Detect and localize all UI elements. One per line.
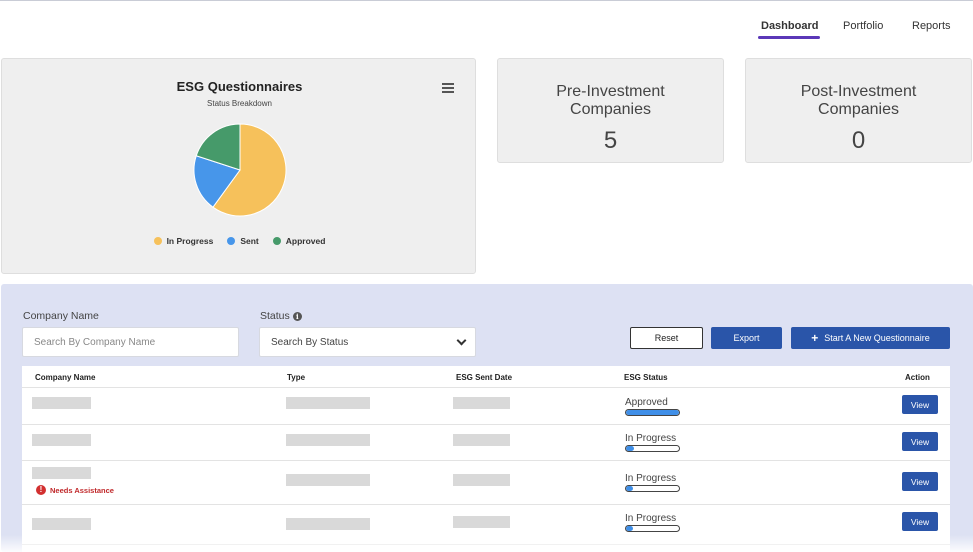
type-placeholder	[286, 397, 370, 409]
tab-portfolio[interactable]: Portfolio	[843, 20, 884, 32]
tab-dashboard[interactable]: Dashboard	[761, 20, 819, 32]
questionnaire-table: Company Name Type ESG Sent Date ESG Stat…	[22, 366, 950, 552]
view-button[interactable]: View	[902, 432, 938, 451]
company-name-placeholder	[32, 518, 91, 530]
legend-dot-approved	[272, 237, 281, 245]
status-select-value: Search By Status	[271, 336, 349, 348]
legend-label-sent: Sent	[240, 236, 259, 246]
pie-slice-in-progress[interactable]	[212, 123, 287, 217]
chart-title: ESG Questionnaires	[176, 79, 303, 94]
info-icon[interactable]: i	[292, 311, 302, 321]
legend-dot-in-progress	[153, 237, 162, 245]
chart-legend: In Progress Sent Approved	[2, 236, 477, 246]
company-name-label: Company Name	[23, 310, 99, 322]
company-name-placeholder	[32, 434, 91, 446]
pie-slice-approved[interactable]	[195, 123, 241, 171]
header-company-name[interactable]: Company Name	[35, 373, 96, 382]
export-button[interactable]: Export	[711, 327, 782, 349]
pre-investment-label-line2: Companies	[570, 101, 651, 118]
status-label: Status	[260, 310, 290, 322]
pre-investment-count: 5	[603, 127, 618, 154]
esg-progress-fill	[626, 410, 679, 415]
legend-label-in-progress: In Progress	[166, 236, 214, 246]
header-esg-sent-date[interactable]: ESG Sent Date	[456, 373, 513, 382]
questionnaire-panel: Company Name Status i Search By Company …	[1, 284, 973, 552]
pre-investment-label: Pre-Investment Companies	[498, 83, 723, 119]
top-border	[0, 0, 973, 1]
post-investment-label-line1: Post-Investment	[800, 83, 917, 100]
view-button[interactable]: View	[902, 512, 938, 531]
company-name-placeholder	[32, 397, 91, 409]
tab-reports[interactable]: Reports	[912, 20, 951, 32]
plus-icon: +	[811, 331, 819, 345]
legend-dot-sent	[227, 237, 236, 245]
needs-assistance-badge[interactable]: ! Needs Assistance	[36, 485, 114, 495]
view-button[interactable]: View	[902, 395, 938, 414]
view-button[interactable]: View	[902, 472, 938, 491]
date-placeholder	[453, 397, 510, 409]
post-investment-label: Post-Investment Companies	[746, 83, 971, 119]
esg-progress-bar	[625, 525, 680, 532]
company-search-input[interactable]: Search By Company Name	[22, 327, 239, 357]
legend-item-in-progress[interactable]: In Progress	[153, 236, 214, 246]
esg-progress-fill	[626, 486, 634, 491]
esg-status-text: In Progress	[625, 433, 677, 444]
pre-investment-card: Pre-Investment Companies 5	[497, 58, 724, 163]
header-type[interactable]: Type	[287, 373, 306, 382]
type-placeholder	[286, 434, 370, 446]
hamburger-menu-icon[interactable]	[442, 83, 454, 93]
type-placeholder	[286, 518, 370, 530]
chart-subtitle: Status Breakdown	[207, 99, 272, 108]
header-action: Action	[905, 373, 930, 382]
header-esg-status[interactable]: ESG Status	[624, 373, 668, 382]
start-new-questionnaire-label: Start A New Questionnaire	[824, 333, 930, 343]
type-placeholder	[286, 474, 370, 486]
post-investment-card: Post-Investment Companies 0	[745, 58, 972, 163]
esg-progress-fill	[626, 526, 634, 531]
header-separator	[22, 387, 950, 388]
legend-item-approved[interactable]: Approved	[272, 236, 326, 246]
row-separator	[22, 424, 950, 425]
date-placeholder	[453, 474, 510, 486]
active-tab-indicator	[758, 36, 820, 39]
status-pie-chart	[193, 123, 287, 217]
company-name-placeholder	[32, 467, 91, 479]
start-new-questionnaire-button[interactable]: + Start A New Questionnaire	[791, 327, 950, 349]
bottom-fade	[0, 535, 973, 552]
date-placeholder	[453, 434, 510, 446]
row-separator	[22, 460, 950, 461]
status-label-group: Status i	[260, 310, 302, 322]
date-placeholder	[453, 516, 510, 528]
esg-progress-bar	[625, 485, 680, 492]
reset-button[interactable]: Reset	[630, 327, 703, 349]
esg-chart-card: ESG Questionnaires Status Breakdown In P…	[1, 58, 476, 274]
alert-icon: !	[36, 485, 46, 495]
chevron-down-icon	[456, 335, 467, 345]
esg-status-text: Approved	[625, 397, 668, 408]
post-investment-label-line2: Companies	[818, 101, 899, 118]
esg-status-text: In Progress	[625, 513, 677, 524]
post-investment-count: 0	[851, 127, 866, 154]
company-search-placeholder: Search By Company Name	[34, 336, 156, 348]
pie-slice-sent[interactable]	[193, 155, 241, 208]
status-select[interactable]: Search By Status	[259, 327, 476, 357]
esg-progress-bar	[625, 409, 680, 416]
needs-assistance-label: Needs Assistance	[50, 485, 114, 495]
legend-label-approved: Approved	[285, 236, 326, 246]
esg-status-text: In Progress	[625, 473, 677, 484]
row-separator	[22, 504, 950, 505]
esg-progress-fill	[626, 446, 634, 451]
legend-item-sent[interactable]: Sent	[227, 236, 259, 246]
pre-investment-label-line1: Pre-Investment	[556, 83, 665, 100]
esg-progress-bar	[625, 445, 680, 452]
